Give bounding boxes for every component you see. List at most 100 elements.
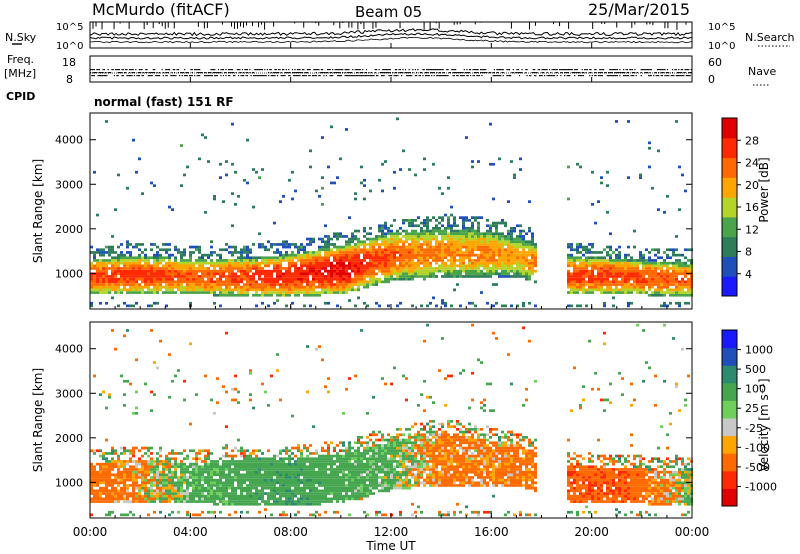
heatmap-cell [93,468,96,471]
heatmap-cell [360,165,363,169]
heatmap-cell [567,291,570,294]
heatmap-cell [405,240,408,244]
heatmap-cell [111,288,114,292]
heatmap-cell [279,398,282,402]
date-title: 25/Mar/2015 [588,0,690,19]
heatmap-cell [336,457,339,461]
heatmap-cell [282,280,285,284]
heatmap-cell [306,275,309,278]
heatmap-cell [126,492,129,495]
heatmap-cell [276,470,279,474]
heatmap-cell [111,497,114,501]
heatmap-cell [357,261,360,265]
heatmap-cell [309,237,312,241]
heatmap-cell [333,510,336,514]
heatmap-cell [384,232,387,236]
heatmap-cell [201,465,204,469]
heatmap-cell [513,245,516,249]
heatmap-cell [513,251,516,254]
heatmap-cell [150,283,153,286]
heatmap-cell [213,492,216,495]
heatmap-cell [639,176,642,179]
heatmap-cell [267,280,270,284]
heatmap-cell [231,272,234,276]
heatmap-cell [147,267,150,270]
heatmap-cell [327,454,330,458]
heatmap-cell [450,259,453,262]
heatmap-cell [612,267,615,270]
heatmap-cell [126,379,129,383]
heatmap-cell [237,449,240,453]
heatmap-cell [189,264,192,268]
heatmap-cell [132,486,135,490]
heatmap-cell [267,291,270,294]
heatmap-cell [390,224,393,228]
heatmap-cell [579,288,582,292]
heatmap-cell [180,277,183,281]
heatmap-cell [231,449,234,453]
heatmap-cell [186,465,189,469]
heatmap-cell [417,232,420,236]
heatmap-cell [309,497,312,501]
heatmap-cell [294,500,297,503]
heatmap-cell [339,245,342,249]
heatmap-cell [645,280,648,284]
heatmap-cell [261,243,264,246]
heatmap-cell [147,280,150,284]
heatmap-cell [195,267,198,270]
heatmap-cell [381,272,384,276]
heatmap-cell [228,269,231,273]
heatmap-cell [159,339,162,343]
heatmap-cell [432,275,435,278]
heatmap-cell [123,500,126,503]
heatmap-cell [192,264,195,268]
heatmap-cell [231,283,234,286]
heatmap-cell [159,484,162,487]
heatmap-cell [450,227,453,230]
heatmap-cell [330,465,333,469]
heatmap-cell [171,275,174,278]
heatmap-cell [516,248,519,252]
heatmap-cell [495,221,498,225]
heatmap-cell [414,237,417,241]
heatmap-cell [573,248,576,252]
heatmap-cell [675,261,678,265]
heatmap-cell [426,275,429,278]
heatmap-cell [489,275,492,278]
heatmap-cell [612,283,615,286]
heatmap-cell [330,481,333,485]
heatmap-cell [456,251,459,254]
heatmap-cell [216,261,219,265]
heatmap-cell [675,285,678,289]
heatmap-cell [96,449,99,453]
heatmap-cell [201,261,204,265]
heatmap-cell [102,497,105,501]
heatmap-cell [354,235,357,238]
heatmap-cell [153,243,156,246]
heatmap-cell [165,256,168,260]
heatmap-cell [180,280,183,284]
heatmap-cell [228,261,231,265]
heatmap-cell [168,248,171,252]
heatmap-cell [291,197,294,201]
heatmap-cell [372,245,375,249]
heatmap-cell [222,460,225,463]
heatmap-cell [279,291,282,294]
heatmap-cell [402,272,405,276]
heatmap-cell [600,272,603,276]
heatmap-cell [606,280,609,284]
heatmap-cell [186,165,189,169]
heatmap-cell [573,288,576,292]
heatmap-cell [165,269,168,273]
heatmap-cell [582,280,585,284]
heatmap-cell [201,264,204,268]
heatmap-cell [138,157,141,161]
heatmap-cell [468,259,471,262]
heatmap-cell [312,492,315,495]
heatmap-cell [525,253,528,257]
heatmap-cell [318,245,321,249]
heatmap-cell [222,470,225,474]
heatmap-cell [201,291,204,294]
heatmap-cell [177,277,180,281]
heatmap-cell [684,272,687,276]
